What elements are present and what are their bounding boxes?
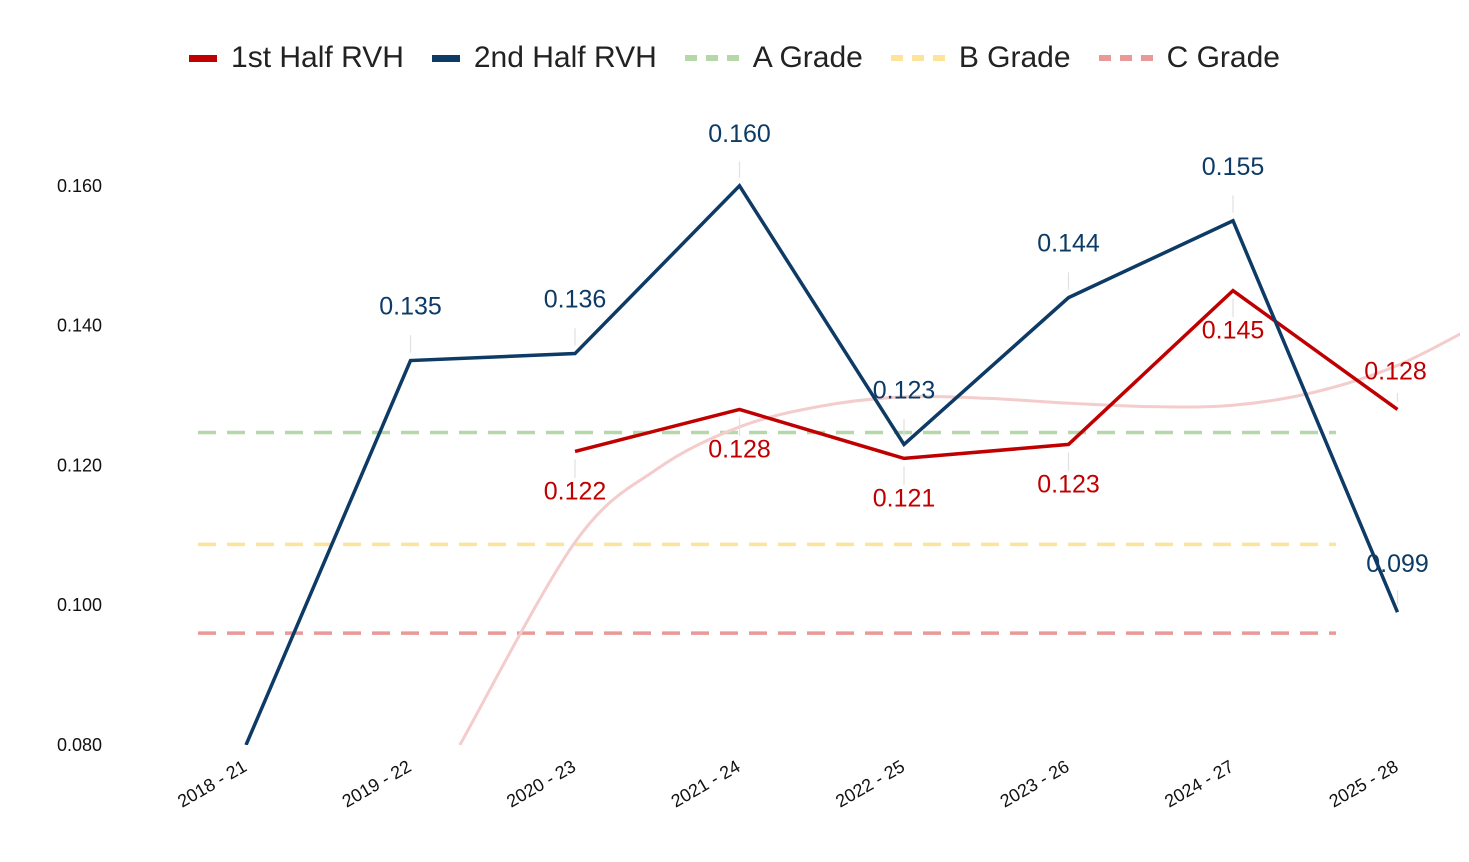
- data-label: 0.099: [1366, 550, 1429, 578]
- x-tick-label: 2024 - 27: [1161, 756, 1237, 811]
- legend-label-c-grade: C Grade: [1166, 41, 1280, 74]
- y-tick-label: 0.160: [57, 176, 102, 196]
- trendline: [458, 332, 1460, 745]
- data-label: 0.123: [873, 376, 936, 404]
- legend-swatch-c-grade: [1098, 55, 1153, 61]
- y-tick-label: 0.100: [57, 595, 102, 615]
- series-line-1st-half: [574, 288, 1399, 461]
- legend-swatch-a-grade: [684, 55, 739, 61]
- legend-item-a-grade: A Grade: [684, 41, 863, 75]
- data-label: 0.160: [708, 120, 771, 148]
- legend-swatch-1st-half: [189, 54, 218, 62]
- data-label: 0.155: [1202, 153, 1265, 181]
- y-tick-label: 0.140: [57, 316, 102, 336]
- data-label: 0.121: [873, 484, 936, 512]
- x-tick-label: 2022 - 25: [832, 756, 908, 811]
- data-label: 0.145: [1202, 317, 1265, 345]
- data-label: 0.128: [1364, 357, 1427, 385]
- legend-label-1st-half: 1st Half RVH: [231, 41, 404, 74]
- data-label: 0.144: [1037, 230, 1100, 258]
- legend: 1st Half RVH 2nd Half RVH A Grade B Grad…: [0, 36, 1469, 80]
- data-label: 0.136: [544, 286, 607, 314]
- x-tick-label: 2025 - 28: [1326, 756, 1402, 811]
- legend-swatch-2nd-half: [431, 54, 460, 62]
- legend-label-b-grade: B Grade: [958, 41, 1071, 74]
- legend-item-1st-half: 1st Half RVH: [189, 41, 404, 75]
- legend-item-c-grade: C Grade: [1098, 41, 1280, 75]
- legend-label-2nd-half: 2nd Half RVH: [473, 41, 657, 74]
- x-tick-label: 2021 - 24: [668, 756, 744, 811]
- series-line-2nd-half: [244, 183, 1400, 745]
- data-label: 0.135: [379, 293, 442, 321]
- x-tick-label: 2020 - 23: [503, 756, 579, 811]
- legend-swatch-b-grade: [890, 55, 945, 61]
- legend-label-a-grade: A Grade: [752, 41, 863, 74]
- y-tick-label: 0.080: [57, 735, 102, 755]
- legend-item-b-grade: B Grade: [890, 41, 1071, 75]
- x-tick-label: 2018 - 21: [174, 756, 250, 811]
- y-tick-label: 0.120: [57, 455, 102, 475]
- x-tick-label: 2023 - 26: [997, 756, 1073, 811]
- data-label: 0.128: [708, 435, 771, 463]
- x-tick-label: 2019 - 22: [339, 756, 415, 811]
- data-label: 0.123: [1037, 470, 1100, 498]
- legend-item-2nd-half: 2nd Half RVH: [431, 41, 657, 75]
- data-label: 0.122: [544, 477, 607, 505]
